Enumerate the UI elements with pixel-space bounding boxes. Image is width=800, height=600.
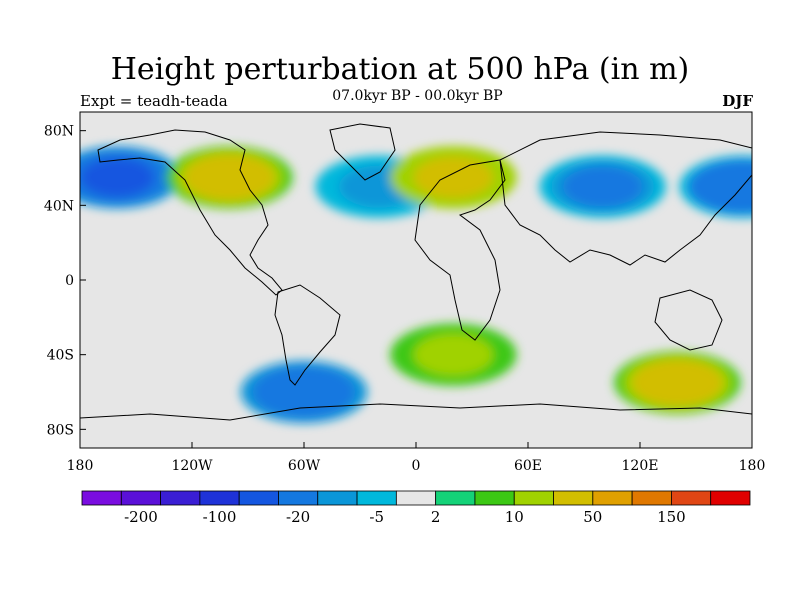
season-label: DJF — [722, 92, 753, 110]
colorbar-label: 50 — [583, 508, 603, 526]
colorbar-swatch — [710, 490, 751, 506]
colorbar-swatch — [553, 490, 594, 506]
lon-tick-label: 60E — [514, 458, 542, 474]
lon-tick-label: 180 — [67, 458, 94, 474]
field-region-5 — [562, 165, 643, 208]
colorbar-swatch — [81, 490, 122, 506]
field-region-4 — [413, 156, 494, 199]
field-region-8 — [413, 333, 494, 376]
contour-field — [80, 112, 752, 448]
colorbar-label: 150 — [657, 508, 686, 526]
colorbar-swatch — [317, 490, 358, 506]
experiment-label: Expt = teadh-teada — [80, 92, 228, 110]
colorbar-swatch — [592, 490, 633, 506]
lat-tick-label: 80N — [44, 124, 74, 140]
colorbar-swatch — [199, 490, 240, 506]
colorbar-label: 2 — [430, 508, 441, 526]
lat-tick-label: 80S — [47, 422, 74, 438]
lat-tick-label: 40N — [44, 198, 74, 214]
colorbar-swatch — [278, 490, 319, 506]
colorbar-swatch — [435, 490, 476, 506]
colorbar-swatch — [474, 490, 515, 506]
lat-axis: 80N 40N 0 40S 80S — [44, 124, 86, 438]
colorbar-label: -20 — [286, 508, 311, 526]
colorbar-swatch — [671, 490, 712, 506]
colorbar-swatch — [395, 490, 437, 506]
coastlines — [80, 123, 752, 421]
colorbar-label: -5 — [369, 508, 385, 526]
field-region-2 — [192, 157, 267, 198]
colorbar-label: -200 — [124, 508, 158, 526]
lat-tick-label: 40S — [47, 348, 74, 364]
colorbar-swatch — [513, 490, 554, 506]
lon-tick-label: 120W — [171, 458, 213, 474]
colorbar-swatch — [120, 490, 161, 506]
colorbar-swatch — [631, 490, 672, 506]
field-region-6 — [264, 371, 344, 413]
field-region-1 — [80, 157, 155, 198]
chart-title: Height perturbation at 500 hPa (in m) — [110, 52, 690, 87]
lon-tick-label: 0 — [412, 458, 421, 474]
lon-tick-label: 60W — [288, 458, 321, 474]
colorbar — [81, 490, 751, 506]
colorbar-label: -100 — [202, 508, 237, 526]
lon-tick-label: 120E — [622, 458, 659, 474]
colorbar-swatch — [356, 490, 397, 506]
colorbar-label: 10 — [504, 508, 524, 526]
colorbar-swatch — [160, 490, 201, 506]
lon-axis: 180 120W 60W 0 60E 120E 180 — [67, 442, 766, 474]
lon-tick-label: 180 — [739, 458, 766, 474]
field-region-0 — [705, 166, 752, 207]
colorbar-swatch — [238, 490, 279, 506]
time-range-label: 07.0kyr BP - 00.0kyr BP — [332, 88, 503, 104]
field-region-7 — [640, 362, 715, 403]
lat-tick-label: 0 — [65, 273, 74, 289]
